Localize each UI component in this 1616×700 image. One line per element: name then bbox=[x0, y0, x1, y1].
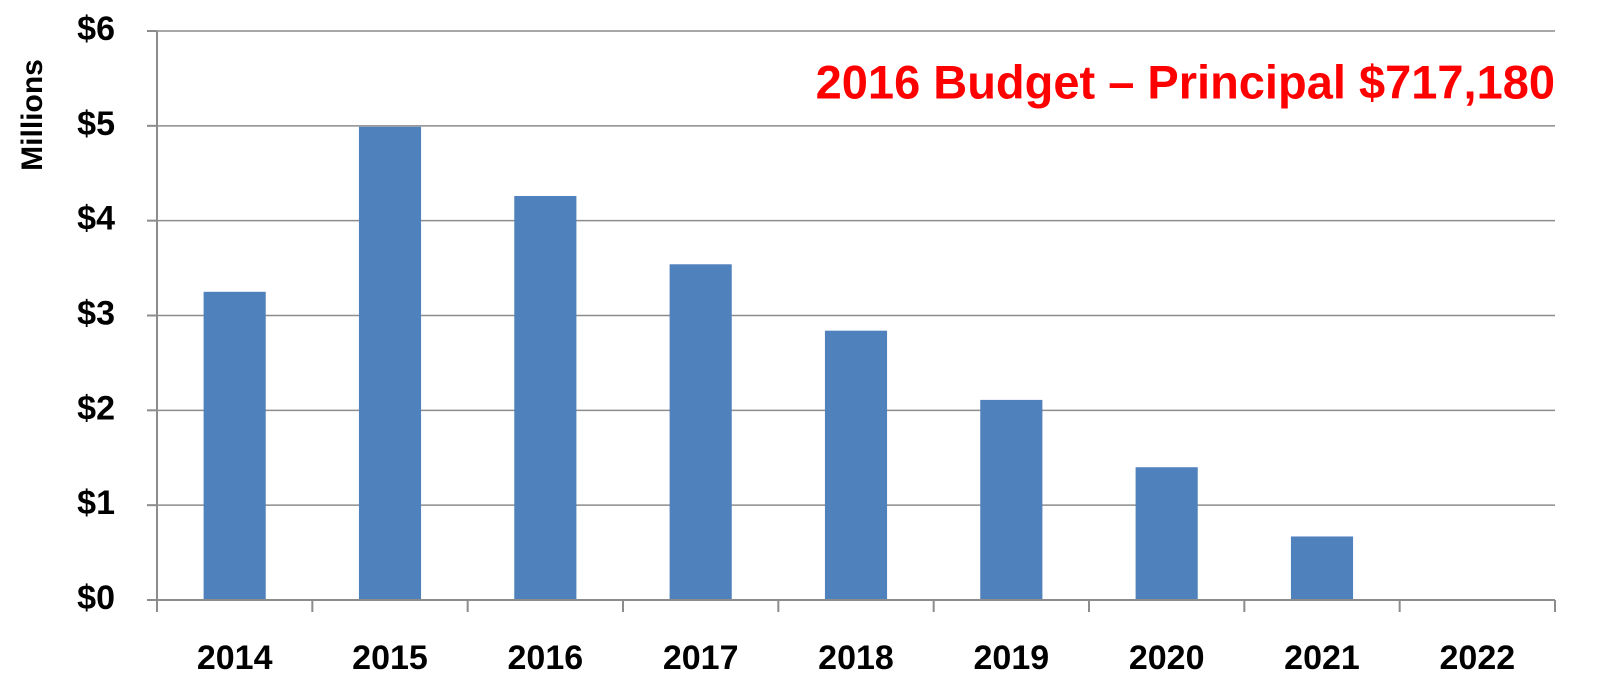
x-tick-label: 2020 bbox=[1129, 639, 1205, 677]
y-tick-label: $3 bbox=[77, 294, 115, 332]
y-tick-label: $6 bbox=[77, 10, 115, 48]
x-tick-label: 2022 bbox=[1440, 639, 1516, 677]
x-tick-label: 2015 bbox=[352, 639, 428, 677]
x-tick-label: 2017 bbox=[663, 639, 739, 677]
y-tick-label: $0 bbox=[77, 579, 115, 617]
bar bbox=[980, 399, 1043, 600]
bar bbox=[669, 264, 732, 600]
bar bbox=[824, 330, 888, 600]
bar bbox=[1290, 536, 1354, 600]
x-tick-label: 2014 bbox=[197, 639, 273, 677]
x-tick-label: 2018 bbox=[818, 639, 894, 677]
x-tick-label: 2021 bbox=[1284, 639, 1360, 677]
annotation: 2016 Budget – Principal $717,180 bbox=[816, 55, 1555, 108]
y-axis-label: Millions bbox=[16, 59, 49, 171]
bar bbox=[1135, 467, 1198, 600]
x-tick-label: 2016 bbox=[508, 639, 584, 677]
bar bbox=[514, 196, 577, 600]
y-tick-label: $1 bbox=[77, 484, 115, 522]
y-tick-label: $4 bbox=[77, 200, 115, 238]
x-tick-label: 2019 bbox=[974, 639, 1050, 677]
y-tick-label: $5 bbox=[77, 105, 115, 143]
y-tick-label: $2 bbox=[77, 389, 115, 427]
bar bbox=[203, 291, 266, 600]
bar bbox=[358, 126, 422, 600]
